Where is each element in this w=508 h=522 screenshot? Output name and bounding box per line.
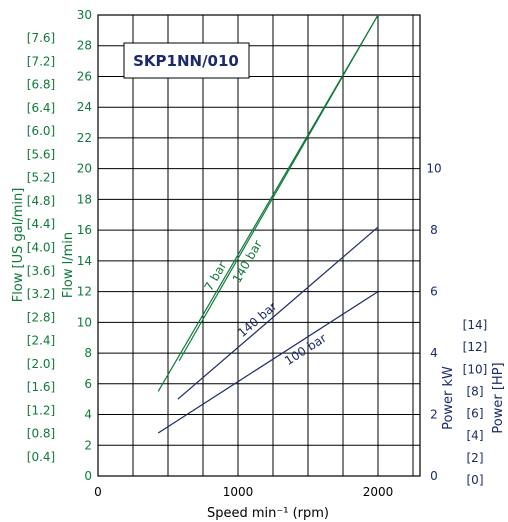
series-lines <box>157 14 379 434</box>
x-axis-label: Speed min⁻¹ (rpm) <box>207 506 329 521</box>
flow-tick-label: 10 <box>77 315 92 329</box>
flow-us-tick-label: [5.2] <box>27 171 55 185</box>
tick-labels: 0 1000 2000024681012141618202224262830[0.4… <box>27 8 488 499</box>
flow-us-tick-label: [6.8] <box>27 78 55 92</box>
flow-tick-label: 8 <box>84 346 92 360</box>
power-kw-tick-label: 0 <box>430 469 438 483</box>
flow-tick-label: 22 <box>77 131 92 145</box>
flow-us-tick-label: [7.6] <box>27 31 55 45</box>
series-line-flow-1 <box>178 14 379 362</box>
flow-tick-label: 0 <box>84 469 92 483</box>
flow-us-tick-label: [2.8] <box>27 310 55 324</box>
flow-tick-label: 4 <box>84 408 92 422</box>
plot-frame <box>97 14 421 477</box>
x-tick-label: 1000 <box>223 485 254 499</box>
flow-us-tick-label: [2.0] <box>27 357 55 371</box>
flow-tick-label: 20 <box>77 162 92 176</box>
flow-us-tick-label: [3.2] <box>27 287 55 301</box>
power-hp-tick-label: [2] <box>467 451 484 465</box>
series-label-flow-1: 140 bar <box>230 238 265 285</box>
flow-tick-label: 16 <box>77 223 92 237</box>
chart-title: SKP1NN/010 <box>133 52 239 70</box>
flow-tick-label: 28 <box>77 39 92 53</box>
flow-us-tick-label: [0.4] <box>27 450 55 464</box>
flow-us-tick-label: [4.8] <box>27 194 55 208</box>
flow-tick-label: 14 <box>77 254 92 268</box>
flow-us-tick-label: [6.4] <box>27 101 55 115</box>
flow-tick-label: 24 <box>77 100 92 114</box>
y-axis-label-power-hp: Power [HP] <box>491 362 506 433</box>
flow-tick-label: 18 <box>77 192 92 206</box>
flow-us-tick-label: [2.4] <box>27 334 55 348</box>
power-kw-tick-label: 4 <box>430 346 438 360</box>
power-hp-tick-label: [4] <box>467 429 484 443</box>
power-kw-tick-label: 2 <box>430 408 438 422</box>
flow-tick-label: 6 <box>84 377 92 391</box>
flow-us-tick-label: [4.0] <box>27 241 55 255</box>
series-line-power-3 <box>157 291 379 434</box>
flow-us-tick-label: [1.6] <box>27 380 55 394</box>
power-kw-tick-label: 6 <box>430 285 438 299</box>
power-kw-tick-label: 10 <box>426 162 441 176</box>
flow-us-tick-label: [0.8] <box>27 427 55 441</box>
x-tick-label: 0 <box>94 485 102 499</box>
flow-tick-label: 12 <box>77 285 92 299</box>
series-line-power-2 <box>177 226 379 400</box>
power-hp-tick-label: [8] <box>467 384 484 398</box>
power-hp-tick-label: [14] <box>463 318 488 332</box>
flow-tick-label: 2 <box>84 438 92 452</box>
chart-title-box <box>123 42 250 79</box>
y-axis-label-power-kw: Power kW <box>441 366 456 430</box>
flow-us-tick-label: [4.4] <box>27 217 55 231</box>
x-tick-label: 2000 <box>363 485 394 499</box>
flow-us-tick-label: [3.6] <box>27 264 55 278</box>
axes <box>97 14 421 477</box>
grid <box>98 14 420 477</box>
flow-tick-label: 26 <box>77 69 92 83</box>
power-hp-tick-label: [10] <box>463 362 488 376</box>
y-axis-label-flow-us: Flow [US gal/min] <box>11 188 26 303</box>
flow-us-tick-label: [5.6] <box>27 147 55 161</box>
flow-us-tick-label: [6.0] <box>27 124 55 138</box>
flow-tick-label: 30 <box>77 8 92 22</box>
power-hp-tick-label: [12] <box>463 340 488 354</box>
power-hp-tick-label: [0] <box>467 473 484 487</box>
y-axis-label-flow: Flow l/min <box>61 232 76 298</box>
flow-us-tick-label: [7.2] <box>27 54 55 68</box>
flow-us-tick-label: [1.2] <box>27 403 55 417</box>
power-hp-tick-label: [6] <box>467 407 484 421</box>
power-kw-tick-label: 8 <box>430 223 438 237</box>
